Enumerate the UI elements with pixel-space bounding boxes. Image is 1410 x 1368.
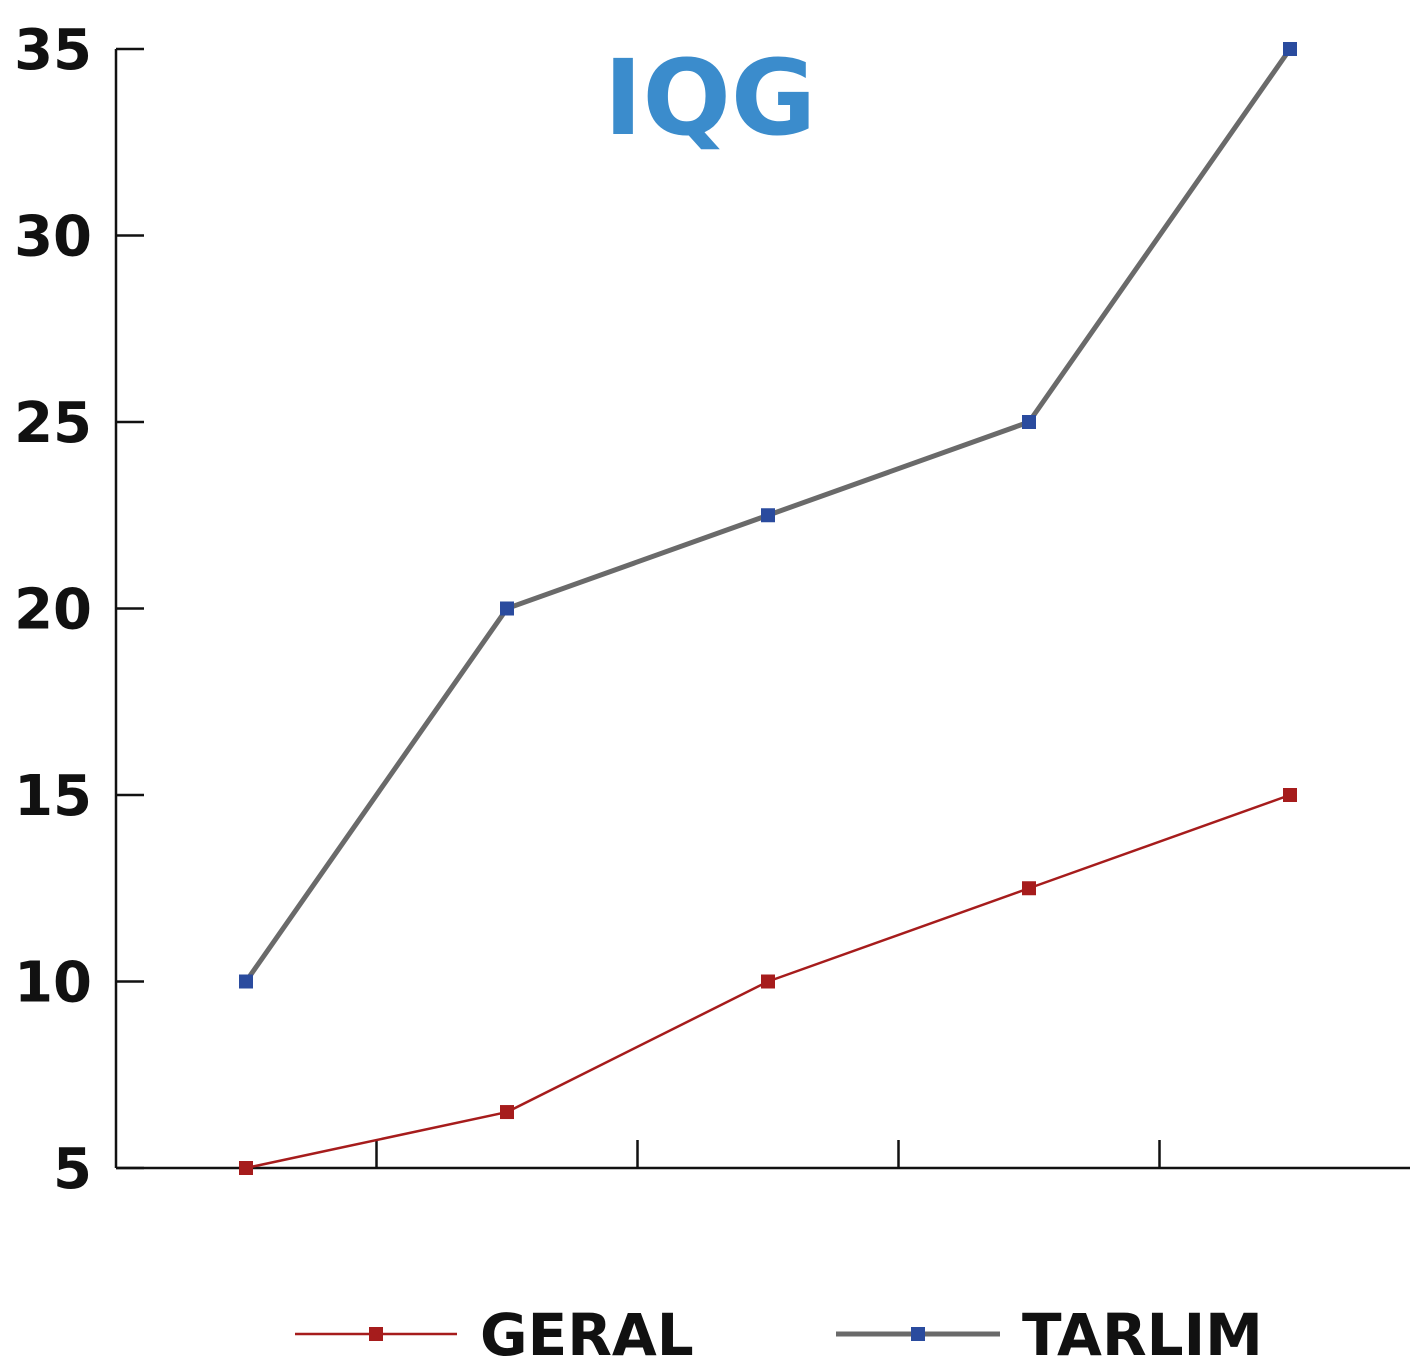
data-point xyxy=(500,1105,514,1120)
chart-title: IQG xyxy=(604,37,816,159)
data-point xyxy=(500,601,514,616)
data-point xyxy=(1022,881,1036,896)
series-geral xyxy=(239,788,1297,1175)
y-tick-label: 25 xyxy=(14,391,92,456)
series-layer xyxy=(239,42,1297,1175)
y-tick-label: 20 xyxy=(14,578,92,643)
y-tick-label: 10 xyxy=(14,951,92,1016)
data-point xyxy=(239,1161,253,1175)
data-point xyxy=(761,508,775,523)
data-point xyxy=(1283,42,1297,56)
data-point xyxy=(1283,788,1297,802)
data-point xyxy=(761,974,775,989)
legend: GERAL TARLIM xyxy=(295,1301,1263,1368)
data-point xyxy=(1022,415,1036,429)
data-point xyxy=(239,974,253,989)
y-tick-label: 15 xyxy=(14,764,92,829)
legend-marker xyxy=(911,1327,925,1341)
y-tick-label: 5 xyxy=(53,1137,92,1202)
legend-item-geral: GERAL xyxy=(295,1301,694,1368)
y-tick-label: 35 xyxy=(14,18,92,83)
legend-label: GERAL xyxy=(480,1301,694,1368)
legend-item-tarlim: TARLIM xyxy=(836,1301,1263,1368)
legend-label: TARLIM xyxy=(1022,1301,1263,1368)
legend-marker xyxy=(369,1327,383,1341)
axes: 5 10 15 20 25 30 35 xyxy=(14,18,1410,1202)
series-tarlim xyxy=(239,42,1297,989)
y-tick-label: 30 xyxy=(14,205,92,270)
